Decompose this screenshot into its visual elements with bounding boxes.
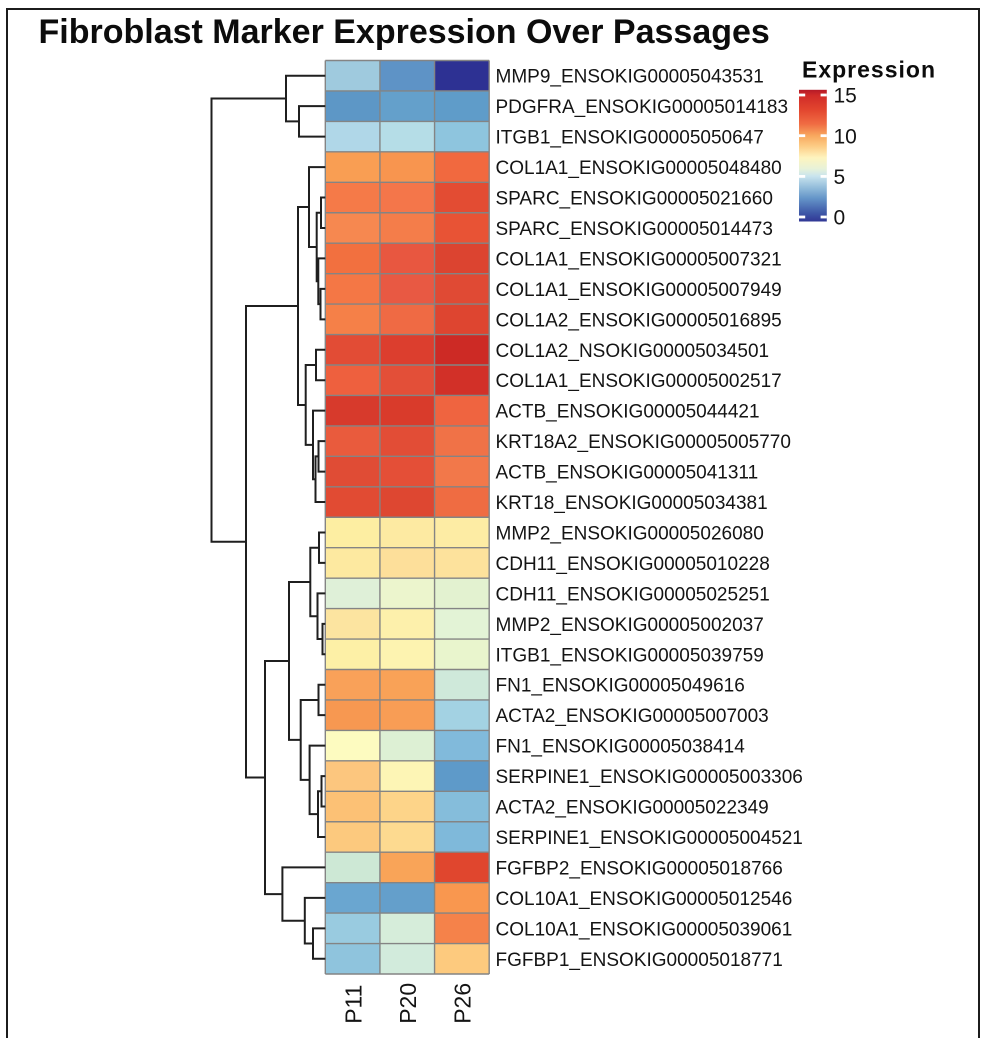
svg-text:ACTA2_ENSOKIG00005022349: ACTA2_ENSOKIG00005022349 [496, 798, 769, 819]
svg-text:CDH11_ENSOKIG00005010228: CDH11_ENSOKIG00005010228 [496, 554, 770, 575]
svg-text:ITGB1_ENSOKIG00005039759: ITGB1_ENSOKIG00005039759 [496, 645, 764, 666]
svg-text:MMP2_ENSOKIG00005002037: MMP2_ENSOKIG00005002037 [496, 615, 764, 636]
svg-text:ITGB1_ENSOKIG00005050647: ITGB1_ENSOKIG00005050647 [496, 128, 764, 149]
svg-text:15: 15 [834, 85, 857, 108]
svg-text:SERPINE1_ENSOKIG00005004521: SERPINE1_ENSOKIG00005004521 [496, 828, 803, 849]
svg-text:COL1A1_ENSOKIG00005007321: COL1A1_ENSOKIG00005007321 [496, 249, 782, 270]
svg-text:0: 0 [834, 207, 846, 230]
svg-text:SERPINE1_ENSOKIG00005003306: SERPINE1_ENSOKIG00005003306 [496, 767, 803, 788]
svg-text:Expression: Expression [802, 57, 936, 83]
svg-text:MMP9_ENSOKIG00005043531: MMP9_ENSOKIG00005043531 [496, 67, 764, 88]
svg-text:ACTB_ENSOKIG00005041311: ACTB_ENSOKIG00005041311 [496, 463, 759, 484]
svg-text:Fibroblast Marker Expression O: Fibroblast Marker Expression Over Passag… [39, 13, 770, 51]
svg-text:ACTB_ENSOKIG00005044421: ACTB_ENSOKIG00005044421 [496, 402, 760, 423]
svg-text:FN1_ENSOKIG00005049616: FN1_ENSOKIG00005049616 [496, 676, 745, 697]
svg-text:COL1A1_ENSOKIG00005007949: COL1A1_ENSOKIG00005007949 [496, 280, 782, 301]
svg-text:FN1_ENSOKIG00005038414: FN1_ENSOKIG00005038414 [496, 737, 746, 758]
svg-text:COL1A1_ENSOKIG00005002517: COL1A1_ENSOKIG00005002517 [496, 371, 782, 392]
svg-text:KRT18_ENSOKIG00005034381: KRT18_ENSOKIG00005034381 [496, 493, 768, 514]
svg-text:SPARC_ENSOKIG00005014473: SPARC_ENSOKIG00005014473 [496, 219, 773, 240]
svg-text:COL1A2_NSOKIG00005034501: COL1A2_NSOKIG00005034501 [496, 341, 770, 362]
svg-text:COL1A2_ENSOKIG00005016895: COL1A2_ENSOKIG00005016895 [496, 310, 782, 331]
svg-text:5: 5 [834, 166, 846, 189]
svg-text:SPARC_ENSOKIG00005021660: SPARC_ENSOKIG00005021660 [496, 189, 773, 210]
svg-text:COL10A1_ENSOKIG00005012546: COL10A1_ENSOKIG00005012546 [496, 889, 793, 910]
svg-text:FGFBP1_ENSOKIG00005018771: FGFBP1_ENSOKIG00005018771 [496, 950, 783, 971]
svg-text:P11: P11 [340, 985, 366, 1024]
svg-text:KRT18A2_ENSOKIG00005005770: KRT18A2_ENSOKIG00005005770 [496, 432, 791, 453]
svg-text:PDGFRA_ENSOKIG00005014183: PDGFRA_ENSOKIG00005014183 [496, 97, 789, 118]
svg-text:P20: P20 [395, 983, 421, 1024]
svg-text:MMP2_ENSOKIG00005026080: MMP2_ENSOKIG00005026080 [496, 523, 764, 544]
svg-text:CDH11_ENSOKIG00005025251: CDH11_ENSOKIG00005025251 [496, 584, 770, 605]
svg-text:P26: P26 [450, 983, 476, 1024]
svg-text:ACTA2_ENSOKIG00005007003: ACTA2_ENSOKIG00005007003 [496, 706, 769, 727]
svg-text:COL10A1_ENSOKIG00005039061: COL10A1_ENSOKIG00005039061 [496, 919, 793, 940]
svg-text:10: 10 [834, 125, 857, 148]
svg-text:FGFBP2_ENSOKIG00005018766: FGFBP2_ENSOKIG00005018766 [496, 858, 783, 879]
svg-text:COL1A1_ENSOKIG00005048480: COL1A1_ENSOKIG00005048480 [496, 158, 782, 179]
